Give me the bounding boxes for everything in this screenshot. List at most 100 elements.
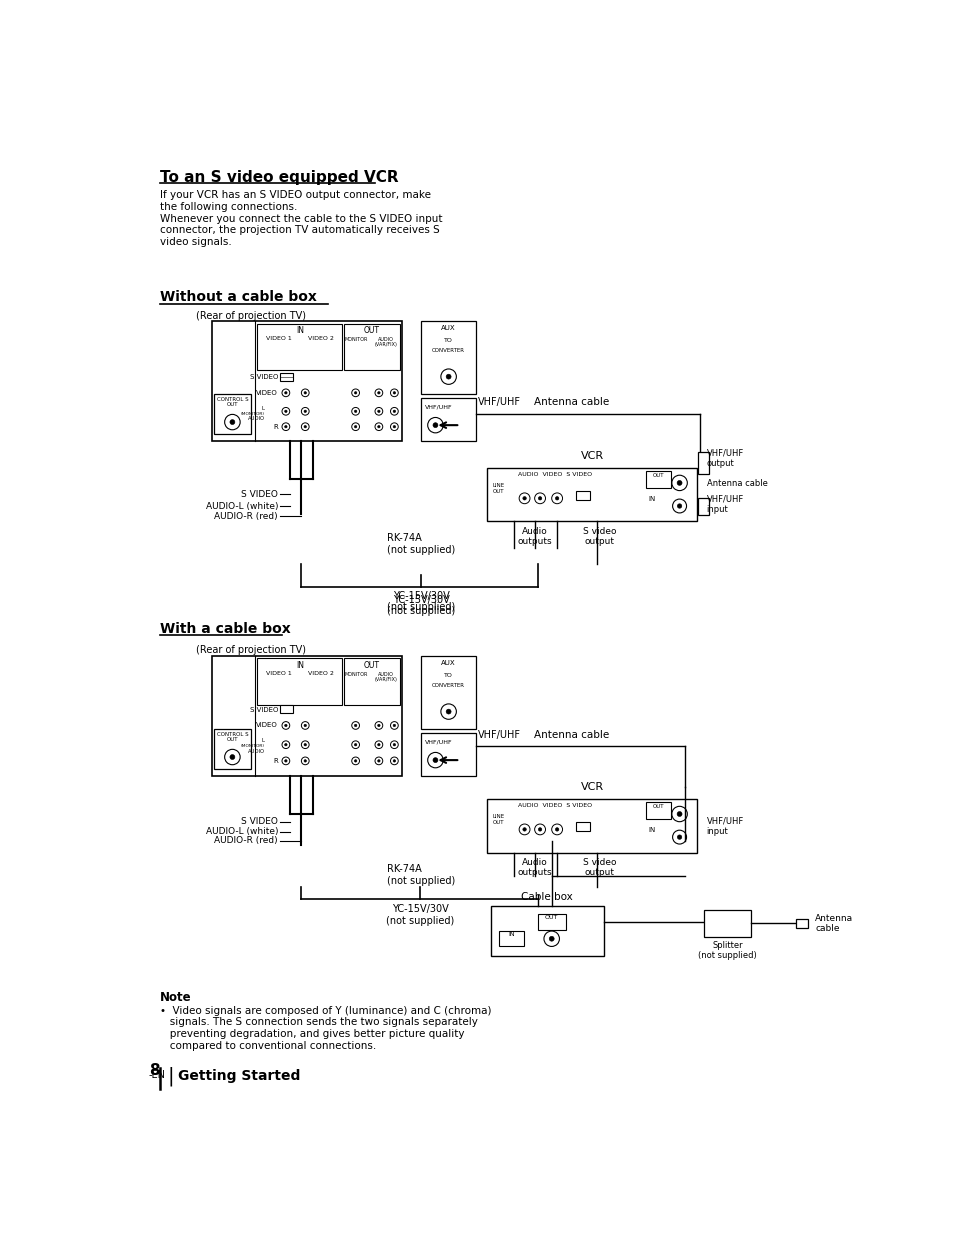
Text: S VIDEO: S VIDEO (250, 707, 278, 713)
Text: VIDEO 2: VIDEO 2 (308, 335, 334, 340)
Bar (487, 467, 696, 522)
Bar (487, 799, 696, 852)
Text: Audio
outputs: Audio outputs (517, 526, 552, 546)
Text: MONITOR: MONITOR (344, 672, 368, 677)
Text: Antenna cable: Antenna cable (706, 480, 767, 488)
Text: (Rear of projection TV): (Rear of projection TV) (195, 311, 306, 322)
Circle shape (677, 504, 681, 508)
Text: VCR: VCR (579, 451, 603, 461)
Text: (MONITOR): (MONITOR) (241, 412, 265, 416)
Text: Cable box: Cable box (520, 891, 573, 901)
Circle shape (304, 724, 306, 726)
Circle shape (377, 743, 379, 746)
Text: To an S video equipped VCR: To an S video equipped VCR (159, 169, 397, 185)
Text: Note: Note (159, 991, 191, 1004)
Text: (Rear of projection TV): (Rear of projection TV) (195, 645, 306, 655)
Text: S VIDEO: S VIDEO (241, 490, 278, 499)
Text: VHF/UHF: VHF/UHF (477, 397, 520, 407)
Circle shape (354, 724, 356, 726)
Text: AUDIO-L (white): AUDIO-L (white) (206, 502, 278, 510)
Bar (421, 734, 476, 776)
Circle shape (677, 811, 681, 816)
Circle shape (377, 392, 379, 395)
Text: AUDIO-L (white): AUDIO-L (white) (206, 827, 278, 836)
Text: Antenna cable: Antenna cable (534, 397, 608, 407)
Circle shape (377, 411, 379, 413)
Text: AUDIO-R (red): AUDIO-R (red) (214, 512, 278, 520)
Text: S VIDEO: S VIDEO (250, 375, 278, 381)
Text: YC-15V/30V
(not supplied): YC-15V/30V (not supplied) (387, 594, 456, 616)
Circle shape (304, 743, 306, 746)
Text: AUDIO  VIDEO  S VIDEO: AUDIO VIDEO S VIDEO (517, 472, 592, 477)
Bar (537, 914, 565, 930)
Circle shape (304, 760, 306, 762)
Bar (491, 906, 603, 957)
Text: Without a cable box: Without a cable box (159, 291, 316, 305)
Text: RK-74A
(not supplied): RK-74A (not supplied) (386, 864, 455, 885)
Text: (MONITOR): (MONITOR) (241, 745, 265, 748)
Bar (421, 656, 476, 729)
Text: IN: IN (648, 496, 655, 502)
Bar (344, 323, 399, 370)
Text: Getting Started: Getting Started (178, 1069, 300, 1083)
Text: L: L (262, 739, 265, 743)
Text: OUT: OUT (544, 915, 558, 920)
Circle shape (284, 411, 287, 413)
Circle shape (677, 835, 681, 840)
Text: Audio
outputs: Audio outputs (517, 858, 552, 878)
Circle shape (354, 411, 356, 413)
Text: CONTROL S
OUT: CONTROL S OUT (216, 397, 248, 407)
Circle shape (304, 425, 306, 428)
Circle shape (284, 760, 287, 762)
Circle shape (393, 392, 395, 395)
Circle shape (377, 425, 379, 428)
Circle shape (284, 743, 287, 746)
Circle shape (304, 411, 306, 413)
Bar (257, 323, 342, 370)
Text: AUDIO
(VAR/FIX): AUDIO (VAR/FIX) (374, 672, 396, 682)
Text: LINE
OUT: LINE OUT (493, 483, 504, 493)
Text: OUT: OUT (652, 473, 663, 478)
Bar (645, 803, 670, 820)
Circle shape (230, 419, 234, 424)
Circle shape (549, 936, 554, 941)
Circle shape (377, 724, 379, 726)
Bar (703, 910, 750, 937)
Circle shape (393, 425, 395, 428)
Text: IN: IN (295, 326, 303, 335)
Text: OUT: OUT (363, 661, 379, 670)
Bar (576, 491, 590, 499)
Text: MONITOR: MONITOR (344, 337, 368, 342)
Text: VIDEO: VIDEO (256, 390, 278, 396)
Text: AUDIO-R (red): AUDIO-R (red) (214, 836, 278, 846)
Bar (576, 821, 590, 831)
Circle shape (354, 392, 356, 395)
Text: With a cable box: With a cable box (159, 621, 290, 635)
Circle shape (433, 757, 437, 762)
Text: YC-15V/30V
(not supplied): YC-15V/30V (not supplied) (387, 591, 456, 613)
Circle shape (393, 411, 395, 413)
Circle shape (522, 497, 526, 501)
Text: VHF/UHF: VHF/UHF (477, 730, 520, 741)
Text: IN: IN (648, 827, 655, 834)
Text: S video
output: S video output (582, 526, 616, 546)
Bar (344, 658, 399, 705)
Text: VIDEO: VIDEO (256, 723, 278, 729)
Circle shape (446, 374, 451, 379)
Bar (280, 372, 293, 381)
Text: |: | (167, 1067, 173, 1085)
Circle shape (284, 392, 287, 395)
Bar (280, 705, 293, 713)
Text: R: R (274, 758, 278, 764)
Text: RK-74A
(not supplied): RK-74A (not supplied) (386, 533, 455, 555)
Text: CONTROL S
OUT: CONTROL S OUT (216, 731, 248, 742)
Circle shape (393, 760, 395, 762)
Text: LINE
OUT: LINE OUT (493, 814, 504, 825)
Bar (213, 729, 251, 769)
Text: CONVERTER: CONVERTER (432, 683, 465, 688)
Bar (795, 919, 807, 928)
Bar (698, 498, 708, 515)
Text: VCR: VCR (579, 783, 603, 793)
Circle shape (284, 425, 287, 428)
Text: OUT: OUT (363, 326, 379, 335)
